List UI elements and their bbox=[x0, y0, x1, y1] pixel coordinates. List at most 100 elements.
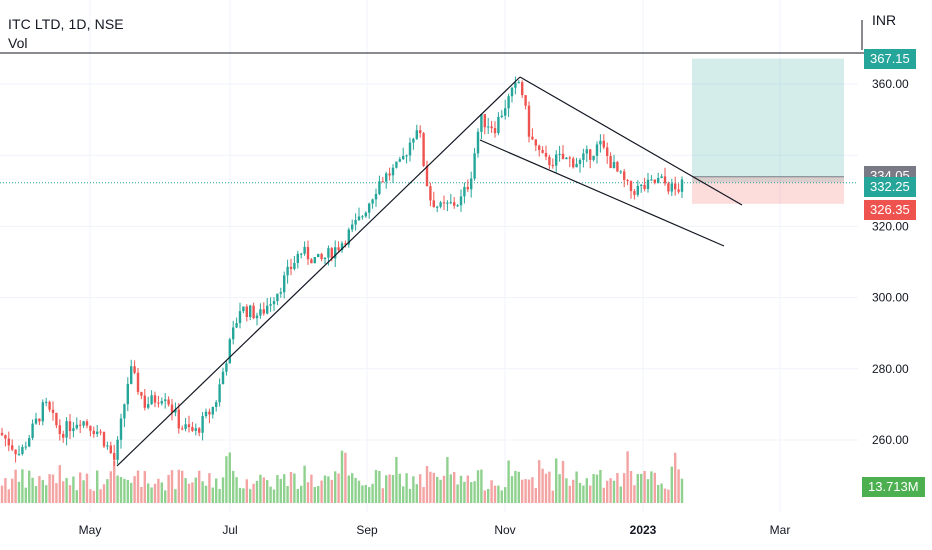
candle-body bbox=[480, 114, 483, 132]
candle-body bbox=[347, 229, 350, 245]
candle-body bbox=[323, 257, 327, 259]
volume-bar bbox=[211, 487, 214, 503]
candle-body bbox=[41, 402, 44, 422]
volume-bar bbox=[680, 478, 684, 503]
volume-bar bbox=[466, 475, 469, 503]
volume-bar bbox=[663, 488, 667, 503]
candle-body bbox=[629, 180, 633, 192]
volume-bar bbox=[459, 475, 463, 503]
candle-body bbox=[490, 126, 493, 129]
candle-body bbox=[561, 153, 565, 160]
volume-bar bbox=[133, 476, 136, 503]
candle-body bbox=[62, 434, 65, 438]
candle-body bbox=[582, 153, 585, 160]
candle-body bbox=[398, 159, 401, 162]
candle-body bbox=[558, 153, 561, 155]
candle-body bbox=[425, 165, 429, 187]
volume-bar bbox=[45, 485, 48, 503]
candle-body bbox=[109, 445, 112, 453]
volume-bar bbox=[578, 482, 582, 503]
volume-value-tag: 13.713M bbox=[862, 477, 925, 497]
candle-body bbox=[232, 327, 235, 340]
volume-bar bbox=[602, 487, 605, 503]
candle-body bbox=[300, 253, 303, 255]
volume-bar bbox=[72, 476, 75, 503]
volume-bar bbox=[568, 485, 571, 503]
candle-body bbox=[568, 157, 571, 159]
candle-body bbox=[578, 159, 582, 164]
time-tick-label: Sep bbox=[356, 523, 378, 537]
trend-lines[interactable] bbox=[0, 52, 866, 467]
candle-body bbox=[541, 149, 544, 153]
volume-bar bbox=[7, 489, 10, 503]
volume-bar bbox=[28, 470, 31, 503]
volume-bar bbox=[177, 469, 180, 503]
candle-body bbox=[225, 363, 228, 372]
volume-bar bbox=[646, 479, 650, 503]
volume-bar bbox=[68, 485, 72, 503]
volume-bar bbox=[327, 476, 330, 503]
candle-body bbox=[262, 309, 265, 314]
candle-body bbox=[140, 392, 143, 396]
volume-bar bbox=[395, 456, 398, 503]
volume-bar bbox=[487, 488, 490, 503]
candle-body bbox=[334, 247, 337, 259]
candle-body bbox=[0, 432, 4, 436]
candle-body bbox=[113, 452, 116, 460]
candle-body bbox=[602, 140, 605, 148]
volume-bar bbox=[616, 472, 619, 503]
candle-body bbox=[555, 154, 558, 166]
volume-bar bbox=[106, 479, 109, 503]
time-tick-label: Mar bbox=[770, 523, 791, 537]
volume-bar bbox=[551, 490, 554, 503]
volume-bar bbox=[388, 474, 391, 503]
volume-bar bbox=[514, 470, 517, 503]
symbol-title[interactable]: ITC LTD, 1D, NSE bbox=[8, 16, 124, 32]
volume-bar bbox=[415, 484, 418, 503]
volume-bar bbox=[24, 487, 27, 503]
candle-body bbox=[595, 144, 599, 156]
price-tick-label: 260.00 bbox=[872, 433, 909, 447]
candle-body bbox=[368, 203, 371, 213]
volume-bar bbox=[48, 474, 51, 503]
volume-bar bbox=[198, 470, 201, 503]
volume-bar bbox=[595, 474, 599, 503]
candle-body bbox=[385, 173, 388, 182]
time-tick-label: Nov bbox=[494, 523, 515, 537]
candle-body bbox=[211, 406, 214, 415]
candle-body bbox=[21, 447, 24, 454]
price-axis[interactable]: 360.00 320.00 300.00 280.00 260.00 bbox=[861, 20, 909, 447]
candle-body bbox=[507, 96, 510, 109]
candle-body bbox=[527, 105, 531, 137]
volume-bar bbox=[548, 471, 551, 503]
candle-body bbox=[38, 418, 41, 422]
candle-body bbox=[17, 453, 21, 455]
time-axis[interactable]: May Jul Sep Nov 2023 Mar bbox=[79, 523, 791, 537]
volume-bar bbox=[337, 473, 340, 503]
candle-body bbox=[130, 366, 133, 384]
volume-bar bbox=[75, 490, 78, 503]
candle-body bbox=[544, 152, 548, 157]
volume-bar bbox=[351, 473, 354, 503]
candle-body bbox=[436, 206, 439, 208]
candle-body bbox=[337, 247, 340, 251]
price-tick-label: 300.00 bbox=[872, 291, 909, 305]
candle-body bbox=[7, 438, 10, 446]
candle-body bbox=[289, 266, 293, 269]
volume-bar bbox=[374, 470, 378, 503]
volume-bar bbox=[412, 476, 415, 503]
candle-body bbox=[650, 179, 653, 181]
candle-body bbox=[619, 171, 622, 173]
volume-bar bbox=[629, 470, 633, 503]
candle-body bbox=[599, 140, 602, 145]
time-tick-label: 2023 bbox=[630, 523, 657, 537]
candle-body bbox=[259, 309, 262, 316]
volume-legend-label[interactable]: Vol bbox=[8, 35, 28, 51]
candle-body bbox=[48, 401, 51, 410]
volume-bar bbox=[391, 475, 395, 503]
candle-body bbox=[497, 116, 500, 134]
target-price-tag: 367.15 bbox=[864, 48, 916, 69]
candle-body bbox=[167, 399, 170, 405]
candle-body bbox=[371, 199, 374, 204]
